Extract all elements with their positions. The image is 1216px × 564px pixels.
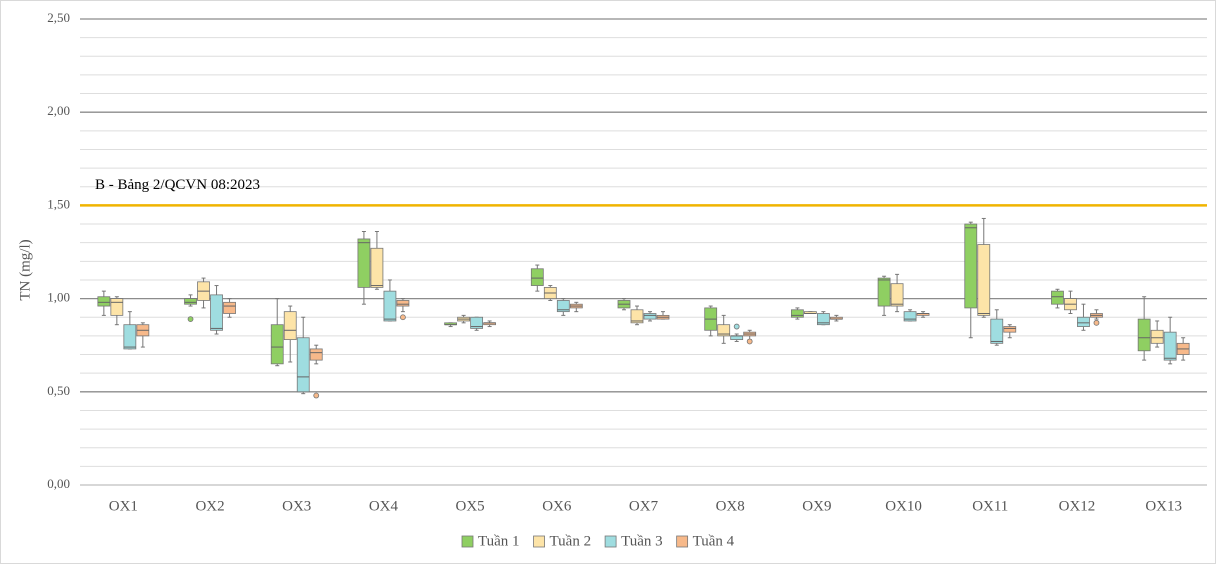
box xyxy=(184,298,197,305)
y-axis-title: TN (mg/l) xyxy=(17,239,33,300)
outlier xyxy=(313,392,320,399)
box xyxy=(309,348,323,361)
box xyxy=(816,313,830,326)
box xyxy=(1051,290,1064,305)
box xyxy=(717,324,731,337)
box xyxy=(643,313,657,320)
legend-swatch xyxy=(533,535,545,548)
outlier xyxy=(400,314,406,321)
legend-label: Tuần 1 xyxy=(478,533,520,549)
x-tick-label: OX11 xyxy=(972,498,1008,514)
x-tick-label: OX5 xyxy=(456,498,485,514)
x-tick-label: OX10 xyxy=(885,498,922,514)
box xyxy=(1003,326,1017,333)
box xyxy=(990,318,1004,344)
outlier xyxy=(746,338,753,345)
box xyxy=(730,335,744,341)
y-tick-label: 0,00 xyxy=(47,476,70,491)
box xyxy=(97,296,111,307)
box xyxy=(470,316,484,329)
x-tick-label: OX9 xyxy=(802,498,831,514)
x-tick-label: OX7 xyxy=(629,498,659,514)
x-tick-label: OX3 xyxy=(282,498,311,514)
box xyxy=(110,298,124,316)
x-tick-label: OX2 xyxy=(195,498,224,514)
box xyxy=(556,300,570,313)
box xyxy=(270,324,284,365)
box xyxy=(877,277,891,307)
x-tick-label: OX4 xyxy=(369,498,399,514)
box xyxy=(977,244,991,316)
x-tick-label: OX6 xyxy=(542,498,572,514)
box xyxy=(383,290,397,322)
x-tick-label: OX12 xyxy=(1059,498,1096,514)
box xyxy=(1163,331,1177,361)
box xyxy=(1077,316,1090,327)
y-tick-label: 2,50 xyxy=(47,10,70,25)
box xyxy=(1137,318,1151,352)
box xyxy=(210,294,223,331)
box xyxy=(370,247,384,288)
box xyxy=(396,300,410,307)
legend-swatch xyxy=(676,535,689,548)
legend-label: Tuần 4 xyxy=(693,533,735,549)
y-tick-label: 1,00 xyxy=(47,290,70,305)
box xyxy=(123,324,137,350)
box xyxy=(223,301,236,314)
box xyxy=(903,311,917,322)
box xyxy=(630,309,644,324)
box xyxy=(790,309,804,318)
reference-label: B - Bảng 2/QCVN 08:2023 xyxy=(95,177,260,193)
y-tick-label: 0,50 xyxy=(47,383,70,398)
y-tick-label: 1,50 xyxy=(47,196,70,211)
box xyxy=(1150,329,1164,344)
box xyxy=(357,238,371,288)
box xyxy=(890,283,904,307)
box xyxy=(296,337,310,393)
box xyxy=(283,311,297,341)
x-tick-label: OX1 xyxy=(109,498,138,514)
x-tick-label: OX13 xyxy=(1145,498,1182,514)
box xyxy=(964,223,978,309)
legend-swatch xyxy=(604,535,617,548)
outlier xyxy=(733,323,740,330)
outlier xyxy=(187,316,194,323)
box xyxy=(530,268,544,286)
legend-label: Tuần 2 xyxy=(550,533,592,549)
legend-swatch xyxy=(461,535,474,548)
legend-label: Tuần 3 xyxy=(621,533,663,549)
x-tick-label: OX8 xyxy=(716,498,745,514)
outlier xyxy=(1093,319,1100,326)
y-tick-label: 2,00 xyxy=(47,103,70,118)
